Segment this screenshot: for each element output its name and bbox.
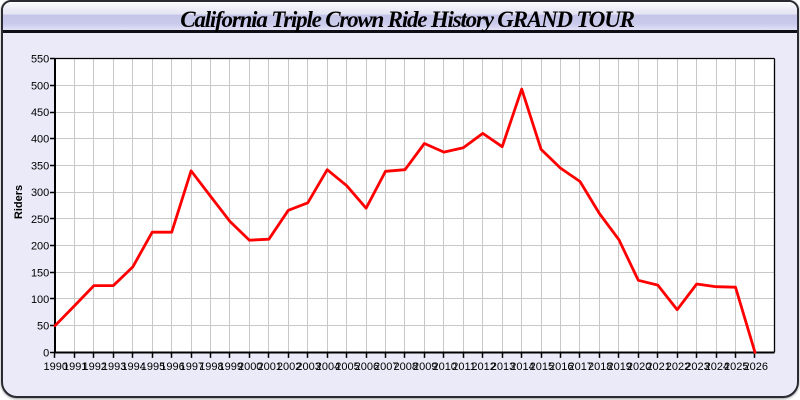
svg-text:150: 150: [31, 267, 49, 279]
svg-text:1995: 1995: [141, 361, 165, 373]
svg-text:1998: 1998: [199, 361, 223, 373]
svg-text:250: 250: [31, 214, 49, 226]
svg-text:550: 550: [31, 54, 49, 66]
svg-text:400: 400: [31, 134, 49, 146]
svg-text:2009: 2009: [413, 361, 437, 373]
svg-text:2002: 2002: [277, 361, 301, 373]
svg-text:2014: 2014: [510, 361, 534, 373]
svg-text:2025: 2025: [724, 361, 748, 373]
svg-text:2023: 2023: [685, 361, 709, 373]
svg-text:350: 350: [31, 160, 49, 172]
svg-text:2008: 2008: [394, 361, 418, 373]
svg-text:2020: 2020: [627, 361, 651, 373]
svg-text:2021: 2021: [646, 361, 670, 373]
svg-text:2001: 2001: [257, 361, 281, 373]
svg-text:0: 0: [43, 347, 49, 359]
svg-text:100: 100: [31, 294, 49, 306]
svg-text:1993: 1993: [102, 361, 126, 373]
svg-text:2026: 2026: [744, 361, 768, 373]
svg-text:2010: 2010: [432, 361, 456, 373]
svg-text:500: 500: [31, 80, 49, 92]
svg-text:450: 450: [31, 107, 49, 119]
svg-text:2004: 2004: [316, 361, 340, 373]
svg-text:2019: 2019: [607, 361, 631, 373]
svg-text:2022: 2022: [666, 361, 690, 373]
svg-text:1997: 1997: [180, 361, 204, 373]
svg-text:2005: 2005: [335, 361, 359, 373]
svg-text:2006: 2006: [355, 361, 379, 373]
svg-text:2012: 2012: [471, 361, 495, 373]
svg-text:50: 50: [37, 321, 49, 333]
svg-text:1996: 1996: [160, 361, 184, 373]
svg-text:1991: 1991: [63, 361, 87, 373]
svg-text:2016: 2016: [549, 361, 573, 373]
svg-text:2017: 2017: [569, 361, 593, 373]
svg-text:2018: 2018: [588, 361, 612, 373]
svg-text:1990: 1990: [44, 361, 68, 373]
svg-text:2015: 2015: [530, 361, 554, 373]
svg-text:1992: 1992: [82, 361, 106, 373]
svg-text:2013: 2013: [491, 361, 515, 373]
svg-text:2007: 2007: [374, 361, 398, 373]
svg-text:2000: 2000: [238, 361, 262, 373]
svg-text:1999: 1999: [219, 361, 243, 373]
svg-text:2011: 2011: [452, 361, 476, 373]
svg-text:2024: 2024: [705, 361, 729, 373]
svg-text:2003: 2003: [296, 361, 320, 373]
svg-text:200: 200: [31, 241, 49, 253]
svg-text:300: 300: [31, 187, 49, 199]
svg-text:Riders: Riders: [13, 185, 25, 219]
svg-text:1994: 1994: [121, 361, 145, 373]
